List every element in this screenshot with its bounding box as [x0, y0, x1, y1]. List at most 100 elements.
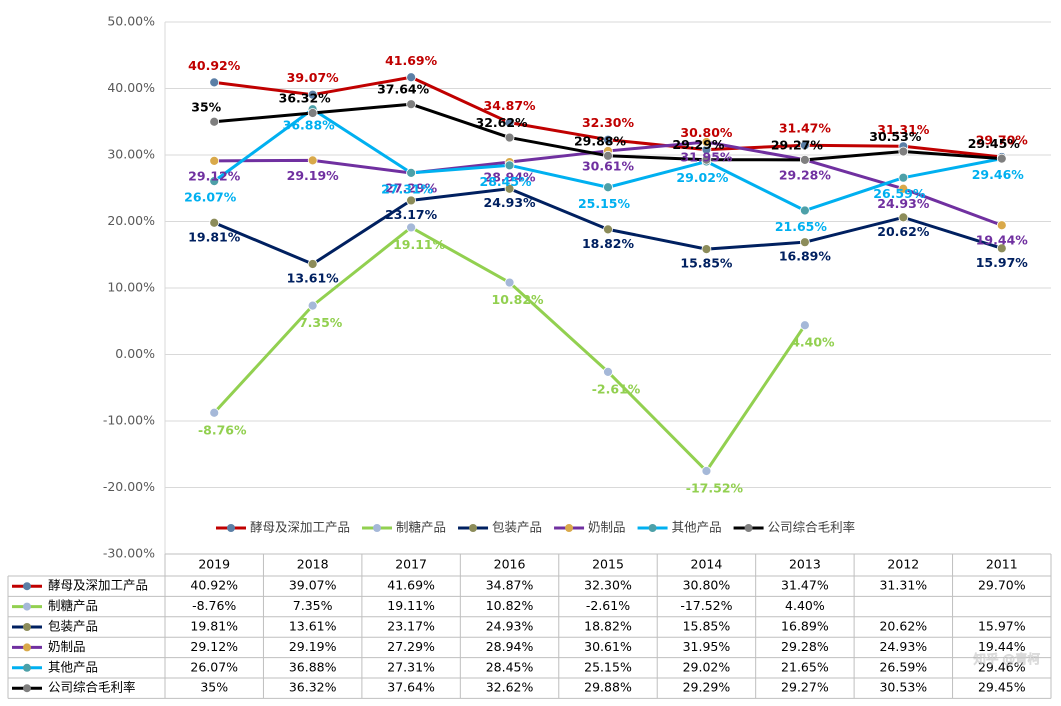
- data-point: [799, 237, 810, 248]
- table-cell: 31.31%: [879, 578, 927, 593]
- data-label: 29.70%: [976, 132, 1029, 147]
- table-cell: -8.76%: [192, 598, 236, 613]
- data-point: [701, 137, 712, 147]
- data-label: 4.40%: [791, 335, 835, 350]
- x-tick-label: 2019: [198, 557, 230, 572]
- table-cell: 35%: [200, 680, 228, 695]
- data-point: [504, 117, 515, 128]
- legend-marker: [565, 524, 574, 532]
- y-tick-label: -30.00%: [103, 546, 155, 561]
- data-point: [898, 212, 909, 223]
- data-label: 31.31%: [877, 122, 930, 137]
- y-tick-label: -20.00%: [103, 479, 155, 494]
- data-label: 30.80%: [680, 125, 733, 140]
- table-cell: 7.35%: [293, 598, 333, 613]
- data-label: 25.15%: [578, 196, 631, 211]
- data-point: [996, 153, 1007, 164]
- table-cell: 32.62%: [486, 680, 534, 695]
- data-point: [406, 222, 417, 233]
- x-tick-label: 2013: [789, 557, 821, 572]
- table-cell: 29.27%: [781, 680, 829, 695]
- data-label: 31.47%: [779, 121, 832, 136]
- data-label: 21.65%: [775, 219, 828, 234]
- data-point: [307, 155, 318, 166]
- legend-label: 公司综合毛利率: [768, 520, 856, 535]
- table-cell: 13.61%: [289, 619, 337, 634]
- data-point: [406, 72, 417, 83]
- data-point: [307, 259, 318, 269]
- data-label: 30.53%: [869, 129, 922, 144]
- data-point: [996, 243, 1007, 254]
- table-cell: 29.02%: [683, 659, 731, 674]
- table-cell: -2.61%: [586, 598, 630, 613]
- data-label: 29.12%: [188, 168, 241, 183]
- watermark: 知乎 @青柯: [974, 652, 1040, 667]
- data-label: 36.32%: [279, 90, 332, 105]
- data-point: [701, 244, 712, 254]
- data-label: -8.76%: [198, 422, 247, 437]
- data-point: [996, 220, 1007, 231]
- table-cell: 29.45%: [978, 680, 1026, 695]
- data-label: 15.97%: [976, 255, 1029, 270]
- table-legend-marker: [23, 602, 31, 611]
- data-point: [406, 195, 417, 206]
- data-point: [603, 134, 613, 145]
- table-cell: 26.59%: [879, 659, 927, 674]
- data-label: 26.59%: [873, 186, 926, 201]
- data-label: 29.28%: [779, 167, 832, 182]
- legend-marker: [744, 524, 753, 532]
- data-point: [799, 154, 810, 165]
- legend-label: 制糖产品: [396, 520, 446, 535]
- table-cell: 40.92%: [190, 578, 238, 593]
- table-cell: 30.53%: [879, 680, 927, 695]
- data-label: 34.87%: [484, 98, 537, 113]
- table-cell: 21.65%: [781, 659, 829, 674]
- table-row-label: 奶制品: [48, 639, 86, 654]
- legend-label: 包装产品: [492, 520, 542, 535]
- table-cell: 29.88%: [584, 680, 632, 695]
- data-label: 29.02%: [676, 170, 729, 185]
- table-cell: 29.46%: [978, 659, 1026, 674]
- legend-marker: [373, 524, 382, 532]
- data-point: [603, 182, 613, 193]
- data-point: [898, 146, 909, 157]
- table-legend-marker: [23, 684, 31, 693]
- x-tick-label: 2018: [297, 557, 329, 572]
- legend-label: 酵母及深加工产品: [250, 520, 350, 535]
- data-point: [209, 176, 220, 187]
- table-cell: 19.44%: [978, 639, 1026, 654]
- data-point: [209, 116, 220, 127]
- data-label: 27.29%: [385, 181, 438, 196]
- data-point: [898, 183, 909, 194]
- data-label: 41.69%: [385, 53, 438, 68]
- table-cell: 32.30%: [584, 578, 632, 593]
- data-point: [504, 160, 515, 171]
- data-point: [406, 167, 417, 178]
- data-label: 29.88%: [574, 133, 627, 148]
- table-cell: 27.29%: [387, 639, 435, 654]
- legend-marker: [648, 524, 657, 532]
- table-cell: 29.19%: [289, 639, 337, 654]
- data-label: 39.07%: [287, 70, 340, 85]
- table-cell: 29.28%: [781, 639, 829, 654]
- table-cell: 30.80%: [683, 578, 731, 593]
- data-point: [799, 320, 810, 331]
- data-label: 40.92%: [188, 58, 241, 73]
- data-label: 31.95%: [680, 150, 733, 165]
- table-cell: 36.88%: [289, 659, 337, 674]
- table-cell: 30.61%: [584, 639, 632, 654]
- data-point: [504, 183, 515, 194]
- data-label: 13.61%: [287, 270, 340, 285]
- table-cell: 27.31%: [387, 659, 435, 674]
- data-label: 19.44%: [976, 233, 1029, 248]
- data-label: 24.93%: [877, 196, 930, 211]
- table-cell: 20.62%: [879, 619, 927, 634]
- table-legend-marker: [23, 663, 31, 672]
- data-point: [504, 277, 515, 288]
- table-cell: 36.32%: [289, 680, 337, 695]
- data-point: [307, 108, 318, 118]
- table-cell: 24.93%: [879, 639, 927, 654]
- legend-marker: [469, 524, 478, 532]
- data-point: [603, 150, 613, 161]
